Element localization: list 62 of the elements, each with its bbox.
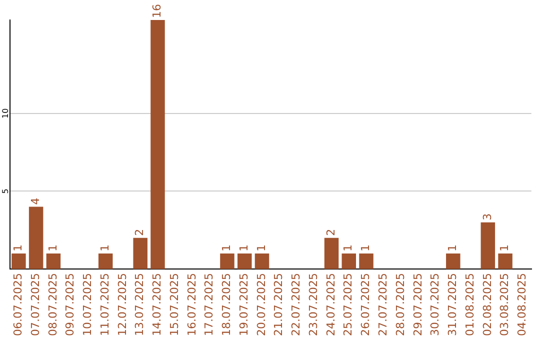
- x-tick-label: 24.07.2025: [324, 273, 338, 336]
- bar: [98, 253, 113, 270]
- x-tick-label: 12.07.2025: [116, 273, 129, 336]
- bar: [46, 253, 61, 270]
- y-tick-label: 5: [1, 188, 10, 194]
- data-label: 16: [150, 4, 164, 18]
- bar: [150, 20, 165, 270]
- x-tick-label: 27.07.2025: [376, 273, 390, 336]
- data-label: 1: [98, 244, 112, 252]
- bar: [342, 253, 356, 270]
- x-tick-label: 01.08.2025: [463, 273, 476, 336]
- bar: [480, 222, 496, 270]
- bar: [446, 253, 460, 270]
- bar: [237, 253, 252, 270]
- x-tick-label: 13.07.2025: [133, 273, 146, 336]
- x-tick-label: 14.07.2025: [150, 273, 164, 336]
- data-label: 1: [342, 244, 355, 252]
- data-label: 1: [254, 244, 268, 252]
- x-tick-label: 23.07.2025: [306, 273, 320, 336]
- data-label: 1: [46, 244, 60, 252]
- x-tick-label: 31.07.2025: [446, 273, 460, 336]
- data-label: 1: [446, 244, 460, 252]
- x-tick-label: 08.07.2025: [46, 273, 60, 336]
- data-label: 4: [28, 198, 42, 205]
- x-tick-label: 25.07.2025: [342, 273, 355, 336]
- x-tick-label: 21.07.2025: [272, 273, 286, 336]
- x-tick-label: 19.07.2025: [237, 273, 250, 336]
- x-tick-label: 16.07.2025: [185, 273, 198, 336]
- bar: [220, 253, 234, 270]
- bar: [324, 238, 339, 270]
- x-tick-label: 18.07.2025: [220, 273, 234, 336]
- x-tick-label: 07.07.2025: [28, 273, 42, 336]
- x-tick-label: 04.08.2025: [516, 273, 529, 336]
- data-label: 3: [480, 213, 494, 220]
- x-tick-label: 17.07.2025: [202, 273, 216, 336]
- bar: [28, 206, 44, 270]
- x-tick-label: 30.07.2025: [428, 273, 442, 336]
- data-label: 1: [359, 244, 372, 252]
- bar: [498, 253, 512, 270]
- x-tick-label: 26.07.2025: [359, 273, 372, 336]
- x-tick-label: 02.08.2025: [480, 273, 494, 336]
- bar: [12, 253, 26, 270]
- x-tick-label: 22.07.2025: [290, 273, 303, 336]
- data-label: 1: [220, 244, 234, 252]
- bar: [133, 238, 148, 270]
- x-tick-label: 03.08.2025: [498, 273, 512, 336]
- x-tick-label: 06.07.2025: [12, 273, 25, 336]
- data-label: 1: [498, 244, 512, 252]
- bar: [359, 253, 374, 270]
- x-tick-label: 20.07.2025: [254, 273, 268, 336]
- data-label: 2: [324, 228, 338, 236]
- x-tick-label: 10.07.2025: [81, 273, 94, 336]
- data-label: 1: [237, 244, 250, 252]
- x-tick-label: 09.07.2025: [64, 273, 77, 336]
- x-tick-label: 11.07.2025: [98, 273, 112, 336]
- x-tick-label: 29.07.2025: [411, 273, 424, 336]
- data-label: 1: [12, 244, 25, 252]
- x-tick-label: 15.07.2025: [168, 273, 181, 336]
- data-label: 2: [133, 228, 146, 236]
- bar: [254, 253, 270, 270]
- y-tick-label: 10: [1, 108, 10, 118]
- x-tick-label: 28.07.2025: [394, 273, 407, 336]
